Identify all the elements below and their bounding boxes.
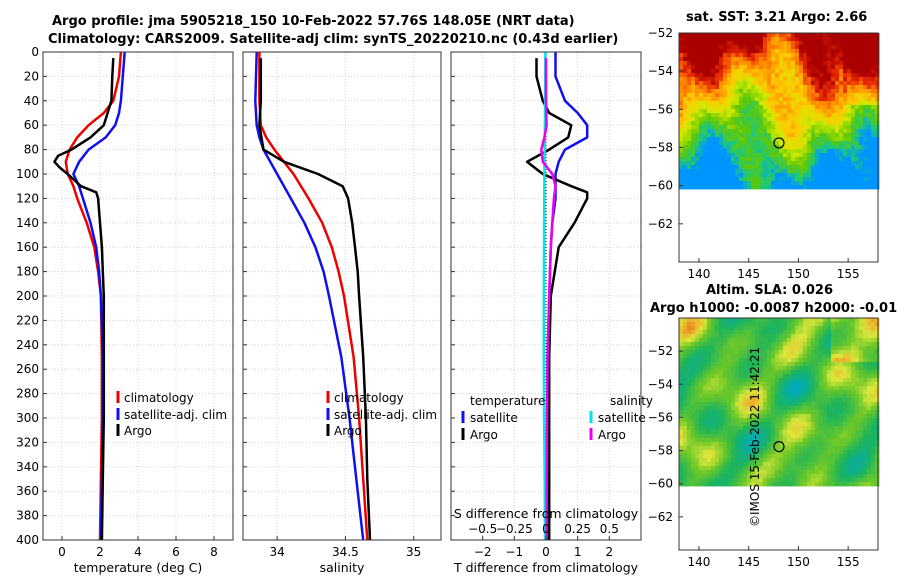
altim-sla-map-xtick-label: 140 bbox=[687, 555, 710, 569]
temperature-ytick-label: 400 bbox=[16, 533, 39, 547]
temperature-legend-label: Argo bbox=[124, 424, 152, 438]
sat-sst-map-ytick-label: −62 bbox=[648, 217, 673, 231]
altim-sla-map-xtick-label: 145 bbox=[737, 555, 760, 569]
diff-s-tick-label: 0.25 bbox=[564, 522, 591, 536]
watermark: ©IMOS 15-Feb-2022 11:42:21 bbox=[748, 346, 762, 527]
temperature-ytick-label: 160 bbox=[16, 240, 39, 254]
temperature-ytick-label: 260 bbox=[16, 362, 39, 376]
salinity-xtick-label: 34.5 bbox=[332, 545, 359, 559]
altim-sla-map-ytick-label: −52 bbox=[648, 344, 673, 358]
sat-sst-map-ytick-label: −54 bbox=[648, 64, 673, 78]
diff-s-tick-label: −0.25 bbox=[496, 522, 533, 536]
temperature-xtick-label: 4 bbox=[134, 545, 142, 559]
difference-series-salinity-satellite bbox=[542, 51, 547, 541]
difference-xtick-label: −2 bbox=[474, 545, 492, 559]
sat-sst-map-ytick-label: −58 bbox=[648, 141, 673, 155]
salinity-legend-label: climatology bbox=[334, 391, 404, 405]
salinity-series-satellite-adj-clim bbox=[254, 51, 365, 541]
temperature-xtick-label: 2 bbox=[96, 545, 104, 559]
temperature-ytick-label: 80 bbox=[24, 143, 39, 157]
salinity-series-climatology bbox=[258, 52, 369, 541]
diff-legend-label: Argo bbox=[470, 428, 498, 442]
temperature-ytick-label: 320 bbox=[16, 435, 39, 449]
title-line-1: Argo profile: jma 5905218_150 10-Feb-202… bbox=[52, 14, 575, 29]
sat-sst-map-ytick-label: −60 bbox=[648, 179, 673, 193]
sat-sst-map-xtick-label: 155 bbox=[837, 267, 860, 281]
sat-sst-map-xtick-label: 145 bbox=[737, 267, 760, 281]
altim-sla-map-ytick-label: −54 bbox=[648, 377, 673, 391]
salinity-legend-label: Argo bbox=[334, 424, 362, 438]
difference-series-salinity-argo bbox=[540, 58, 557, 541]
diff-legend-label: satellite bbox=[470, 411, 518, 425]
diff-legend-salinity-header: salinity bbox=[610, 394, 653, 408]
temperature-ytick-label: 200 bbox=[16, 289, 39, 303]
difference-xtick-label: 1 bbox=[574, 545, 582, 559]
altim-sla-map-ytick-label: −56 bbox=[648, 410, 673, 424]
sat-sst-map-field bbox=[679, 33, 880, 190]
altim-sla-map-frame bbox=[678, 317, 879, 551]
temperature-ytick-label: 100 bbox=[16, 167, 39, 181]
temperature-series-satellite-adj-clim bbox=[72, 51, 126, 541]
temperature-ytick-label: 380 bbox=[16, 509, 39, 523]
sat-sst-map-ytick-label: −56 bbox=[648, 102, 673, 116]
sla-map-title: Altim. SLA: 0.026 bbox=[706, 283, 833, 298]
temperature-ytick-label: 20 bbox=[24, 69, 39, 83]
altim-sla-map-argo-marker bbox=[773, 440, 785, 453]
sst-map-title: sat. SST: 3.21 Argo: 2.66 bbox=[686, 10, 868, 25]
salinity-xlabel: salinity bbox=[320, 560, 365, 575]
temperature-ytick-label: 0 bbox=[31, 45, 39, 59]
temperature-ytick-label: 340 bbox=[16, 460, 39, 474]
temperature-ytick-label: 180 bbox=[16, 265, 39, 279]
diff-s-tick-label: 0.5 bbox=[600, 522, 619, 536]
title-line-2: Climatology: CARS2009. Satellite-adj cli… bbox=[48, 32, 619, 47]
sat-sst-map-argo-marker bbox=[773, 137, 785, 149]
altim-sla-map-ytick-label: −58 bbox=[648, 444, 673, 458]
temperature-legend-label: satellite-adj. clim bbox=[124, 408, 227, 422]
temperature-xtick-label: 0 bbox=[58, 545, 66, 559]
altim-sla-map-ytick-label: −60 bbox=[648, 477, 673, 491]
altim-sla-map-xtick-label: 150 bbox=[787, 555, 810, 569]
salinity-legend-label: satellite-adj. clim bbox=[334, 408, 437, 422]
temperature-xtick-label: 8 bbox=[210, 545, 218, 559]
sla-map-title-2: Argo h1000: -0.0087 h2000: -0.01 bbox=[650, 301, 898, 316]
temperature-ytick-label: 60 bbox=[24, 118, 39, 132]
temperature-ytick-label: 360 bbox=[16, 484, 39, 498]
diff-legend-temperature-header: temperature bbox=[470, 394, 545, 408]
salinity-xtick-label: 35 bbox=[406, 545, 421, 559]
difference-xlabel: T difference from climatology bbox=[453, 560, 639, 575]
salinity-xtick-label: 34 bbox=[269, 545, 284, 559]
temperature-series-argo bbox=[53, 58, 115, 541]
diff-s-tick-label: 0 bbox=[542, 522, 550, 536]
temperature-ytick-label: 240 bbox=[16, 338, 39, 352]
temperature-ytick-label: 280 bbox=[16, 387, 39, 401]
diff-s-tick-label: −0.5 bbox=[468, 522, 497, 536]
salinity-series-argo bbox=[258, 58, 372, 541]
altim-sla-map-field bbox=[679, 318, 880, 487]
temperature-xlabel: temperature (deg C) bbox=[74, 560, 203, 575]
diff-legend-label: Argo bbox=[598, 428, 626, 442]
temperature-xtick-label: 6 bbox=[172, 545, 180, 559]
sat-sst-map-xtick-label: 150 bbox=[787, 267, 810, 281]
difference-xtick-label: −1 bbox=[505, 545, 523, 559]
altim-sla-map-ytick-label: −62 bbox=[648, 510, 673, 524]
temperature-ytick-label: 40 bbox=[24, 94, 39, 108]
difference-xtick-label: 0 bbox=[542, 545, 550, 559]
temperature-legend-label: climatology bbox=[124, 391, 194, 405]
difference-series-temperature-argo bbox=[525, 58, 589, 540]
diff-s-axis-label: S difference from climatology bbox=[454, 506, 639, 521]
temperature-ytick-label: 220 bbox=[16, 313, 39, 327]
temperature-ytick-label: 140 bbox=[16, 216, 39, 230]
temperature-ytick-label: 300 bbox=[16, 411, 39, 425]
altim-sla-map-xtick-label: 155 bbox=[837, 555, 860, 569]
diff-legend-label: satellite bbox=[598, 411, 646, 425]
sat-sst-map-ytick-label: −52 bbox=[648, 26, 673, 40]
sat-sst-map-xtick-label: 140 bbox=[687, 267, 710, 281]
temperature-ytick-label: 120 bbox=[16, 191, 39, 205]
difference-xtick-label: 2 bbox=[606, 545, 614, 559]
